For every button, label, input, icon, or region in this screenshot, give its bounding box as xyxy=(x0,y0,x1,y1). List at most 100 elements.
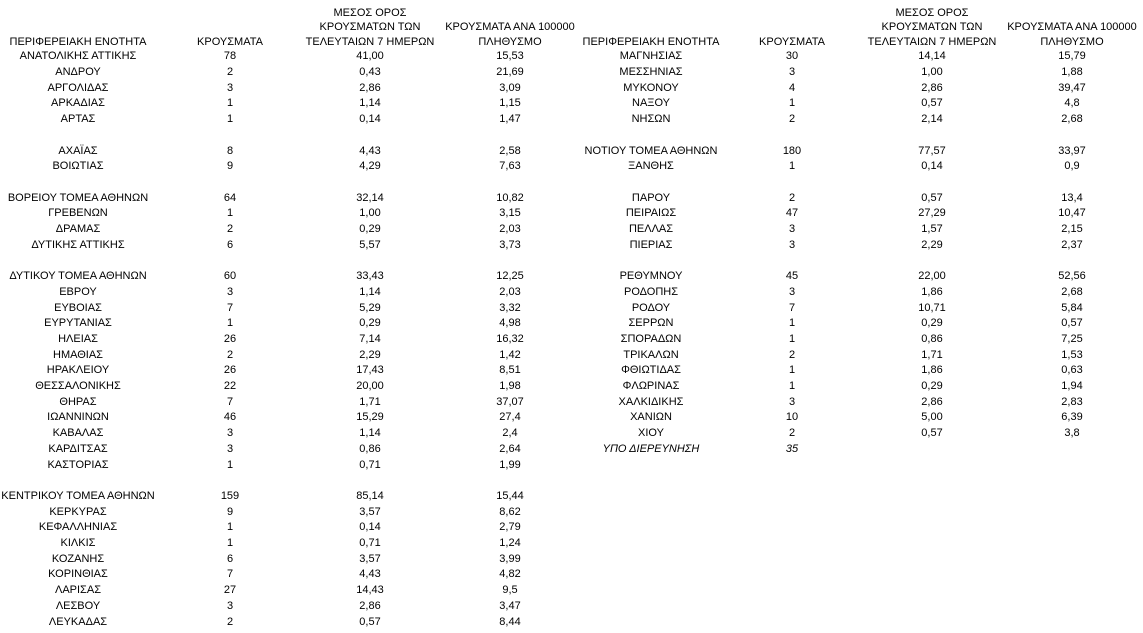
header-text: ΜΕΣΟΣ ΟΡΟΣ ΚΡΟΥΣΜΑΤΩΝ ΤΩΝ ΤΕΛΕΥΤΑΙΩΝ 7 Η… xyxy=(867,6,997,48)
avg-7-days-cell: 0,43 xyxy=(359,66,381,78)
region-cell: ΡΟΔΟΠΗΣ xyxy=(623,285,679,298)
avg-7-days-cell: 0,86 xyxy=(921,332,943,345)
cases-cell: 1 xyxy=(226,521,234,534)
per-100k-cell: 2,37 xyxy=(1061,238,1083,251)
cases-cell: 3 xyxy=(226,599,234,612)
per-100k-cell: 1,99 xyxy=(499,458,521,471)
cases-cell: 30 xyxy=(785,50,799,63)
avg-7-days-cell: 1,57 xyxy=(921,223,943,235)
avg-7-days-cell: 0,71 xyxy=(359,458,381,471)
region-cell: ΔΡΑΜΑΣ xyxy=(55,223,101,235)
region-cell: ΜΕΣΣΗΝΙΑΣ xyxy=(619,66,683,78)
region-cell: ΤΡΙΚΑΛΩΝ xyxy=(623,348,679,361)
avg-7-days-cell: 41,00 xyxy=(356,50,384,63)
per-100k-cell: 3,73 xyxy=(499,238,521,251)
avg-7-days-cell: 7,14 xyxy=(359,332,381,345)
per-100k-cell: 15,53 xyxy=(496,50,524,63)
avg-7-days-cell: 0,29 xyxy=(359,317,381,330)
avg-7-days-cell: 4,43 xyxy=(359,144,381,157)
per-100k-cell: 5,84 xyxy=(1061,301,1083,314)
region-cell: ΝΑΞΟΥ xyxy=(632,97,670,110)
region-cell: ΑΡΚΑΔΙΑΣ xyxy=(51,97,105,110)
header-text: ΚΡΟΥΣΜΑΤΑ ΑΝΑ 100000 ΠΛΗΘΥΣΜΟ xyxy=(445,21,575,48)
avg-7-days-cell: 85,14 xyxy=(356,489,384,502)
per-100k-cell: 16,32 xyxy=(496,332,524,345)
avg-7-days-cell: 2,86 xyxy=(921,81,943,94)
region-cell: ΛΕΥΚΑΔΑΣ xyxy=(48,615,108,628)
region-cell: ΗΜΑΘΙΑΣ xyxy=(53,348,103,361)
cases-cell: 7 xyxy=(226,568,234,581)
region-cell: ΦΛΩΡΙΝΑΣ xyxy=(622,380,680,392)
per-100k-cell: 2,03 xyxy=(499,223,521,235)
avg-7-days-cell: 0,14 xyxy=(359,521,381,534)
avg-7-days-cell: 20,00 xyxy=(356,380,384,392)
avg-7-days-cell: 3,57 xyxy=(359,505,381,518)
cases-cell: 1 xyxy=(226,317,234,330)
per-100k-cell: 10,47 xyxy=(1058,207,1086,220)
avg-7-days-cell: 22,00 xyxy=(918,270,946,283)
cases-cell: 3 xyxy=(788,238,796,251)
cases-cell: 3 xyxy=(788,66,796,78)
region-cell: ΜΑΓΝΗΣΙΑΣ xyxy=(619,50,683,63)
avg-7-days-cell: 0,57 xyxy=(921,97,943,110)
region-cell: ΚΕΝΤΡΙΚΟΥ ΤΟΜΕΑ ΑΘΗΝΩΝ xyxy=(1,489,155,502)
per-100k-cell: 13,4 xyxy=(1061,191,1083,204)
avg-7-days-cell: 0,29 xyxy=(921,380,943,392)
per-100k-cell: 1,98 xyxy=(499,380,521,392)
per-100k-cell: 27,4 xyxy=(499,411,521,424)
avg-7-days-cell: 4,29 xyxy=(359,160,381,173)
per-100k-cell: 2,03 xyxy=(499,285,521,298)
avg-7-days-cell: 1,86 xyxy=(921,364,943,377)
avg-7-days-cell: 1,71 xyxy=(359,395,381,408)
cases-cell: 2 xyxy=(788,348,796,361)
region-cell: ΠΙΕΡΙΑΣ xyxy=(629,238,673,251)
cases-cell: 6 xyxy=(226,238,234,251)
region-cell: ΘΕΣΣΑΛΟΝΙΚΗΣ xyxy=(35,380,121,392)
cases-cell: 1 xyxy=(788,380,796,392)
cases-cell: 2 xyxy=(788,191,796,204)
per-100k-cell: 1,94 xyxy=(1061,380,1083,392)
cases-cell: 1 xyxy=(226,537,234,549)
region-cell: ΣΕΡΡΩΝ xyxy=(628,317,674,330)
cases-cell: 26 xyxy=(223,332,237,345)
cases-cell: 6 xyxy=(226,552,234,565)
avg-7-days-cell: 2,29 xyxy=(921,238,943,251)
note-cases: 35 xyxy=(785,442,799,455)
cases-cell: 7 xyxy=(226,395,234,408)
region-cell: ΚΑΣΤΟΡΙΑΣ xyxy=(47,458,109,471)
per-100k-cell: 3,09 xyxy=(499,81,521,94)
region-cell: ΚΕΡΚΥΡΑΣ xyxy=(49,505,107,518)
cases-cell: 2 xyxy=(226,348,234,361)
avg-7-days-cell: 1,71 xyxy=(921,348,943,361)
avg-7-days-cell: 0,14 xyxy=(359,113,381,126)
avg-7-days-cell: 0,57 xyxy=(921,191,943,204)
per-100k-cell: 9,5 xyxy=(502,584,518,597)
avg-7-days-cell: 4,43 xyxy=(359,568,381,581)
per-100k-cell: 8,51 xyxy=(499,364,521,377)
avg-7-days-cell: 1,14 xyxy=(359,285,381,298)
avg-7-days-cell: 2,86 xyxy=(359,81,381,94)
per-100k-cell: 4,82 xyxy=(499,568,521,581)
region-cell: ΑΡΓΟΛΙΔΑΣ xyxy=(47,81,109,94)
cases-cell: 3 xyxy=(788,285,796,298)
cases-cell: 78 xyxy=(223,50,237,63)
avg-7-days-cell: 0,57 xyxy=(359,615,381,628)
per-100k-cell: 1,24 xyxy=(499,537,521,549)
per-100k-cell: 21,69 xyxy=(496,66,524,78)
region-cell: ΚΑΡΔΙΤΣΑΣ xyxy=(48,442,108,455)
avg-7-days-cell: 0,29 xyxy=(921,317,943,330)
header-cell: ΠΕΡΙΦΕΡΕΙΑΚΗ ΕΝΟΤΗΤΑ xyxy=(0,0,168,49)
avg-7-days-cell: 17,43 xyxy=(356,364,384,377)
cases-cell: 2 xyxy=(788,113,796,126)
cases-cell: 3 xyxy=(226,81,234,94)
per-100k-cell: 2,15 xyxy=(1061,223,1083,235)
region-cell: ΛΑΡΙΣΑΣ xyxy=(54,584,101,597)
per-100k-cell: 2,4 xyxy=(502,427,518,440)
region-cell: ΡΟΔΟΥ xyxy=(631,301,671,314)
per-100k-cell: 0,57 xyxy=(1061,317,1083,330)
cases-cell: 46 xyxy=(223,411,237,424)
per-100k-cell: 2,68 xyxy=(1061,285,1083,298)
region-cell: ΕΒΡΟΥ xyxy=(59,285,97,298)
cases-cell: 2 xyxy=(226,66,234,78)
